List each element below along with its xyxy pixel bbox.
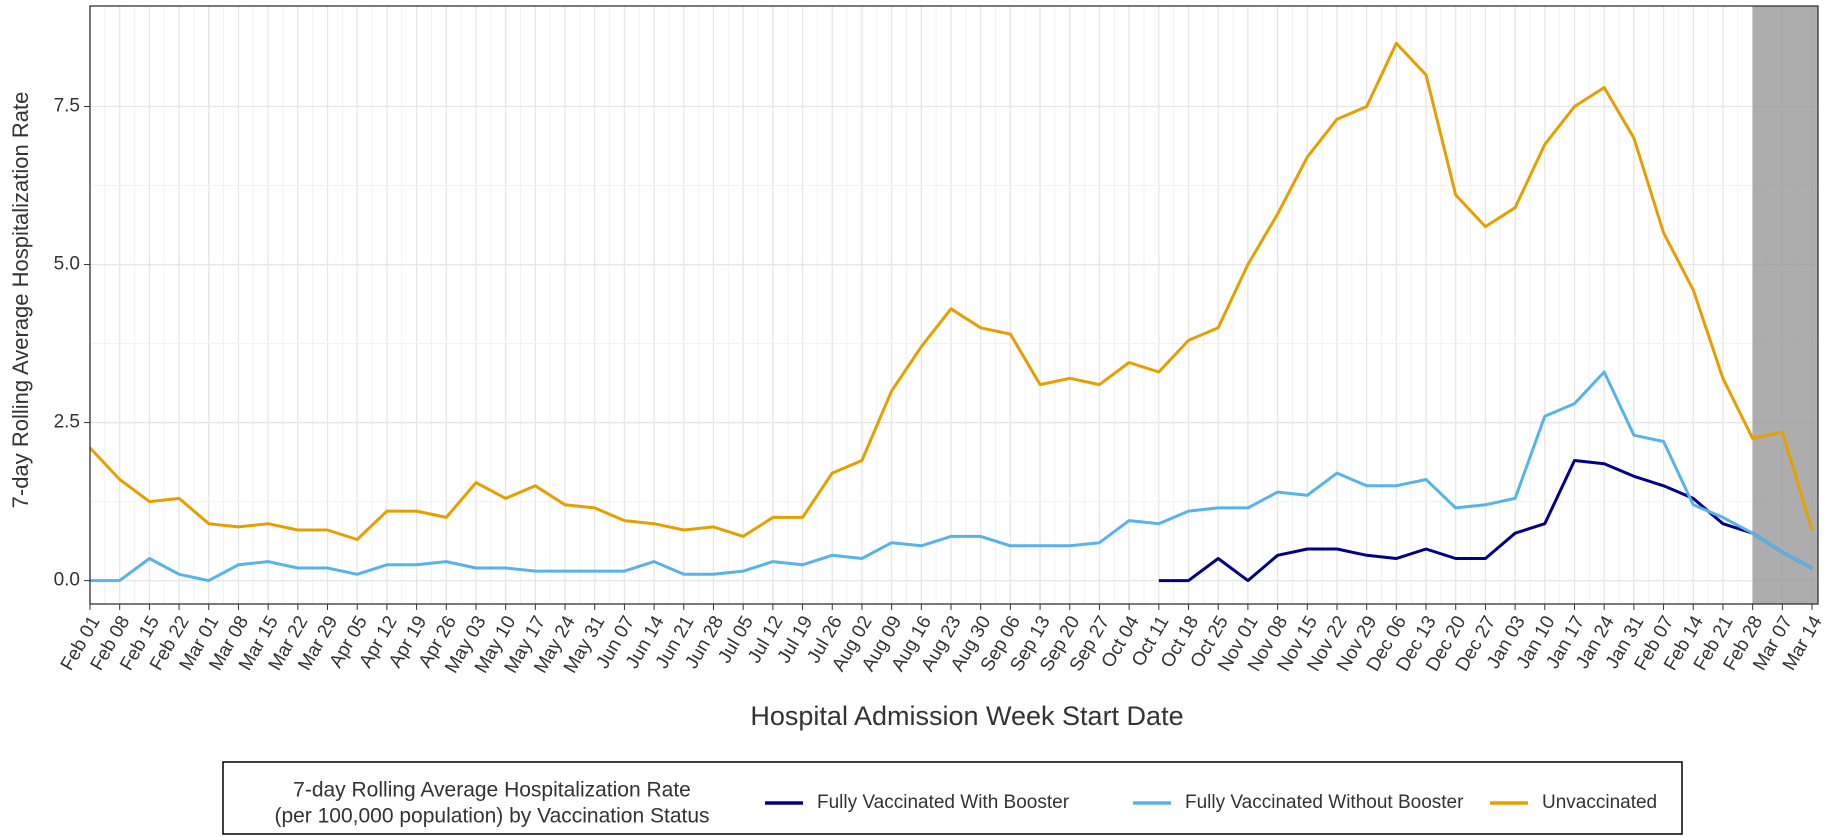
- series-line: [90, 370, 1813, 583]
- legend-title: (per 100,000 population) by Vaccination …: [274, 805, 709, 828]
- series-line: [1158, 459, 1813, 583]
- series-line: [88, 41, 1814, 541]
- y-tick-label: 0.0: [54, 570, 80, 591]
- legend-label: Fully Vaccinated Without Booster: [1185, 792, 1464, 813]
- y-tick-label: 2.5: [54, 412, 80, 433]
- y-axis-title: 7-day Rolling Average Hospitalization Ra…: [8, 92, 33, 509]
- y-tick-label: 7.5: [54, 96, 80, 117]
- plot-border: [89, 5, 1819, 605]
- legend-label: Unvaccinated: [1542, 792, 1657, 813]
- legend-label: Fully Vaccinated With Booster: [817, 792, 1070, 813]
- x-axis-title: Hospital Admission Week Start Date: [750, 701, 1183, 731]
- legend-box: [222, 761, 1683, 835]
- plot-panel: [90, 6, 1818, 604]
- legend-title: 7-day Rolling Average Hospitalization Ra…: [293, 779, 691, 802]
- y-tick-label: 5.0: [54, 254, 80, 275]
- shaded-region: [1752, 6, 1818, 604]
